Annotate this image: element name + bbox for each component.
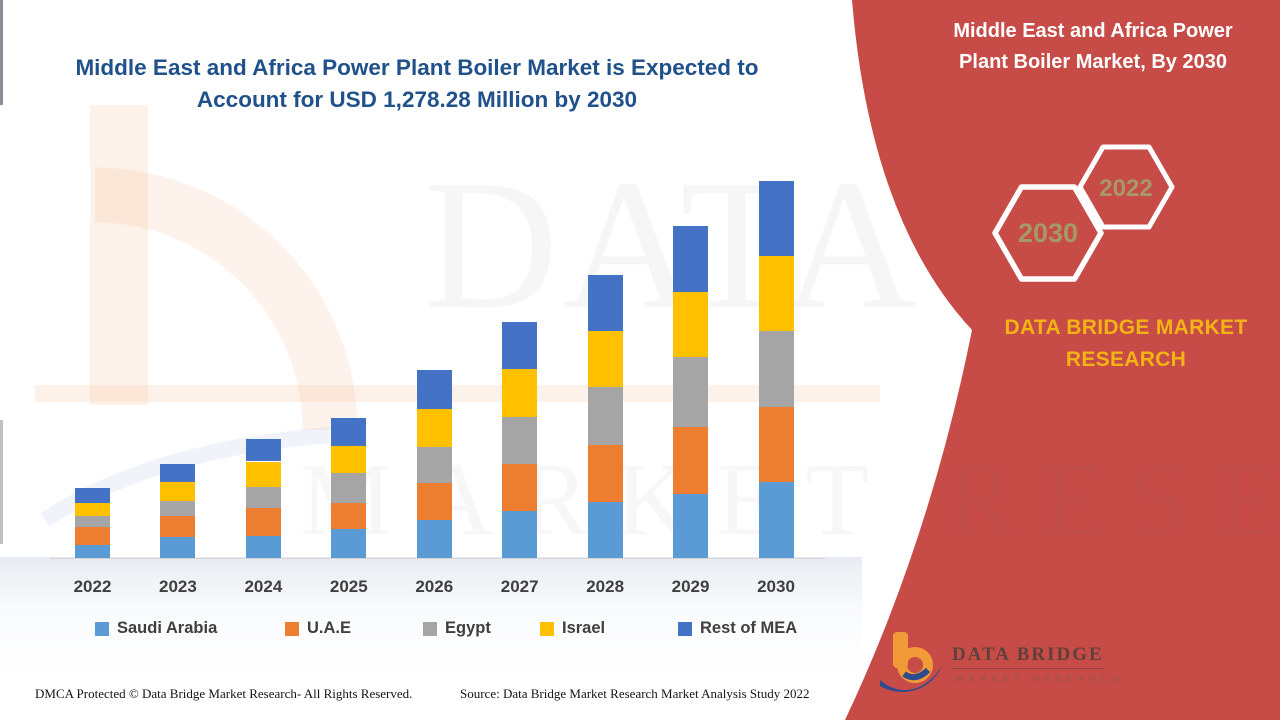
legend-item-israel: Israel bbox=[540, 619, 605, 638]
legend-swatch bbox=[95, 621, 109, 636]
bar-segment-2026-saudi-arabia bbox=[416, 519, 452, 558]
bar-segment-2024-rest-of-mea bbox=[245, 439, 281, 462]
bar-segment-2026-egypt bbox=[416, 446, 452, 484]
bar-segment-2022-egypt bbox=[75, 516, 110, 528]
bar-segment-2030-u-a-e bbox=[758, 407, 794, 483]
axis-shadow-band bbox=[0, 557, 862, 677]
logo-wordmark: DATA BRIDGE bbox=[952, 644, 1104, 669]
bar-segment-2022-saudi-arabia bbox=[75, 545, 110, 558]
x-axis-label-2025: 2025 bbox=[329, 577, 368, 596]
x-axis-label-2028: 2028 bbox=[586, 577, 625, 596]
x-axis-label-2026: 2026 bbox=[415, 577, 454, 596]
legend-label: Rest of MEA bbox=[700, 619, 798, 637]
legend-item-rest-of-mea: Rest of MEA bbox=[678, 619, 797, 638]
chart-title: Middle East and Africa Power Plant Boile… bbox=[75, 55, 759, 112]
bar-segment-2023-saudi-arabia bbox=[160, 537, 196, 558]
legend-item-egypt: Egypt bbox=[423, 619, 491, 638]
hexagon-badges: 2030 2022 bbox=[992, 144, 1175, 282]
legend-swatch bbox=[423, 621, 437, 636]
bar-segment-2025-israel bbox=[331, 446, 367, 473]
x-axis-label-2027: 2027 bbox=[500, 577, 539, 596]
bar-segment-2026-israel bbox=[416, 408, 452, 447]
bar-segment-2029-israel bbox=[673, 292, 709, 358]
bar-segment-2025-egypt bbox=[331, 473, 367, 504]
bar-segment-2022-israel bbox=[75, 502, 110, 517]
footer-dmca-text: DMCA Protected © Data Bridge Market Rese… bbox=[35, 686, 413, 701]
legend-item-u-a-e: U.A.E bbox=[285, 619, 351, 638]
legend-label: Egypt bbox=[445, 619, 491, 637]
logo-subtitle: MARKET RESEARCH bbox=[955, 674, 1125, 685]
x-axis-label-2024: 2024 bbox=[244, 577, 283, 596]
brand-wordmark: DATA BRIDGE MARKET RESEARCH bbox=[1004, 316, 1248, 371]
bar-segment-2029-egypt bbox=[673, 357, 709, 427]
bar-segment-2023-u-a-e bbox=[160, 515, 196, 538]
bar-segment-2030-saudi-arabia bbox=[758, 482, 794, 558]
hexagon-2022-label: 2022 bbox=[1099, 175, 1152, 202]
hexagon-2022-outline bbox=[1077, 144, 1175, 230]
bar-segment-2024-israel bbox=[245, 461, 281, 487]
x-axis-label-2030: 2030 bbox=[757, 577, 795, 596]
bar-segment-2028-egypt bbox=[587, 387, 623, 445]
bar-segment-2024-u-a-e bbox=[245, 508, 281, 537]
bar-segment-2027-rest-of-mea bbox=[502, 321, 538, 370]
legend-swatch bbox=[540, 621, 554, 636]
legend-item-saudi-arabia: Saudi Arabia bbox=[95, 619, 217, 638]
bar-segment-2028-rest-of-mea bbox=[587, 274, 623, 331]
panel-title: Middle East and Africa Power Plant Boile… bbox=[953, 20, 1233, 73]
legend-label: Israel bbox=[562, 619, 606, 637]
bar-segment-2026-rest-of-mea bbox=[416, 369, 452, 409]
bar-segment-2022-u-a-e bbox=[75, 527, 110, 546]
bar-segment-2023-egypt bbox=[160, 501, 196, 516]
bar-segment-2027-egypt bbox=[502, 416, 538, 465]
bar-segment-2025-u-a-e bbox=[331, 503, 367, 530]
bar-segment-2022-rest-of-mea bbox=[75, 488, 110, 503]
bar-segment-2025-rest-of-mea bbox=[331, 417, 367, 447]
databridge-logo-icon bbox=[880, 632, 942, 692]
bar-segment-2029-saudi-arabia bbox=[673, 493, 709, 558]
bar-segment-2030-egypt bbox=[758, 330, 794, 408]
bar-segment-2030-rest-of-mea bbox=[758, 180, 794, 256]
x-axis-line bbox=[50, 558, 825, 559]
bar-segment-2028-saudi-arabia bbox=[587, 502, 623, 558]
x-axis-label-2029: 2029 bbox=[671, 577, 710, 596]
bar-segment-2028-u-a-e bbox=[587, 444, 623, 503]
bar-segment-2029-u-a-e bbox=[673, 426, 709, 494]
hexagon-2030-label: 2030 bbox=[1018, 218, 1078, 248]
bar-segment-2029-rest-of-mea bbox=[673, 226, 709, 293]
bar-segment-2030-israel bbox=[758, 255, 794, 331]
legend-label: U.A.E bbox=[307, 619, 352, 637]
bar-segment-2028-israel bbox=[587, 330, 623, 388]
left-edge-mark-mid bbox=[0, 420, 3, 544]
legend-swatch bbox=[678, 621, 692, 636]
x-axis-label-2023: 2023 bbox=[159, 577, 197, 596]
hexagon-2030-outline bbox=[992, 184, 1104, 282]
bar-segment-2024-saudi-arabia bbox=[245, 536, 281, 558]
bar-segment-2027-saudi-arabia bbox=[502, 510, 538, 558]
bar-segment-2024-egypt bbox=[245, 486, 281, 509]
databridge-logo-watermark bbox=[35, 105, 880, 527]
bar-segment-2027-u-a-e bbox=[502, 464, 538, 511]
bar-segment-2027-israel bbox=[502, 369, 538, 417]
left-edge-mark-top bbox=[0, 0, 3, 105]
bar-segment-2023-rest-of-mea bbox=[160, 464, 196, 483]
legend-label: Saudi Arabia bbox=[117, 619, 218, 637]
legend-swatch bbox=[285, 621, 299, 636]
footer-source-text: Source: Data Bridge Market Research Mark… bbox=[460, 686, 810, 701]
bar-segment-2023-israel bbox=[160, 482, 196, 502]
x-axis-label-2022: 2022 bbox=[73, 577, 112, 596]
bar-segment-2025-saudi-arabia bbox=[331, 529, 367, 558]
bar-segment-2026-u-a-e bbox=[416, 483, 452, 520]
